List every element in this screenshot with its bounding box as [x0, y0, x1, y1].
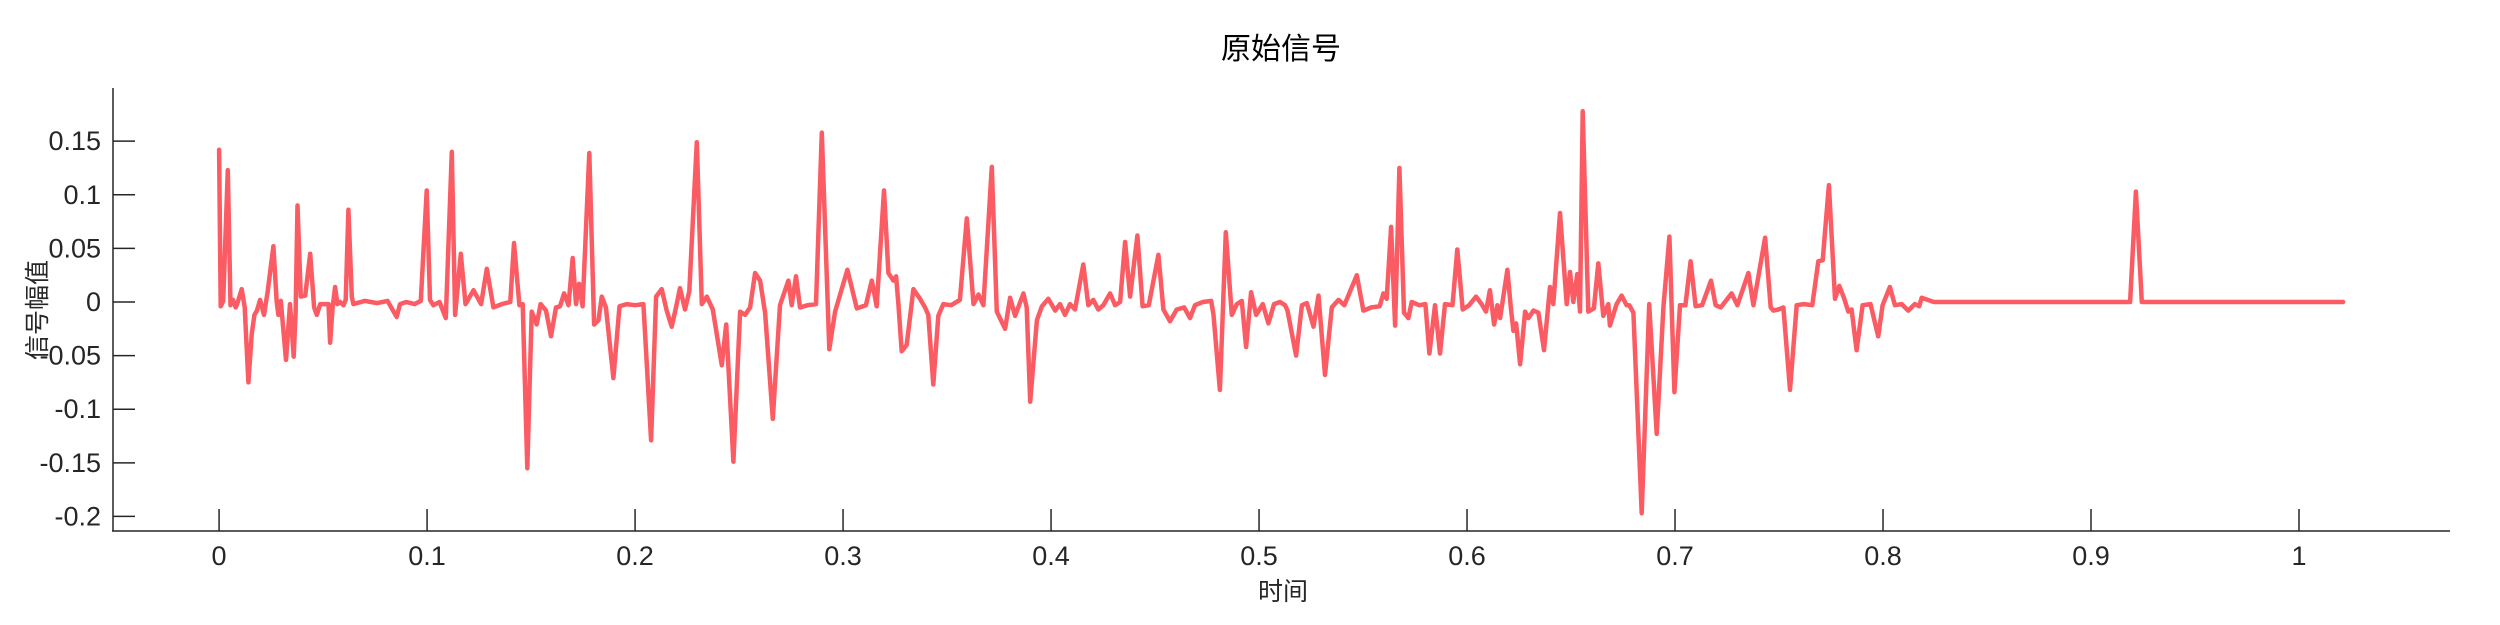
- y-tick-label: -0.15: [39, 448, 101, 478]
- x-tick-label: 0.6: [1448, 541, 1486, 571]
- y-tick-label: -0.2: [54, 501, 101, 531]
- x-axis-label: 时间: [1257, 577, 1309, 606]
- y-axis-label: 信号幅值: [23, 259, 52, 361]
- x-tick-label: 0: [212, 541, 227, 571]
- y-tick-label: 0.05: [48, 233, 101, 263]
- x-tick-label: 0.3: [824, 541, 862, 571]
- x-tick-label: 0.5: [1240, 541, 1278, 571]
- y-tick-label: 0.15: [48, 126, 101, 156]
- x-tick-label: 0.2: [616, 541, 654, 571]
- x-tick-label: 0.8: [1864, 541, 1902, 571]
- signal-line: [216, 108, 2346, 516]
- y-tick-label: -0.05: [39, 341, 101, 371]
- y-tick-label: -0.1: [54, 394, 101, 424]
- chart-title: 原始信号: [1221, 32, 1341, 67]
- x-tick-label: 0.1: [408, 541, 446, 571]
- x-tick-label: 0.4: [1032, 541, 1070, 571]
- x-tick-label: 0.7: [1656, 541, 1694, 571]
- x-tick-label: 1: [2291, 541, 2306, 571]
- y-tick-label: 0.1: [63, 180, 101, 210]
- y-tick-label: 0: [86, 287, 101, 317]
- x-tick-label: 0.9: [2072, 541, 2110, 571]
